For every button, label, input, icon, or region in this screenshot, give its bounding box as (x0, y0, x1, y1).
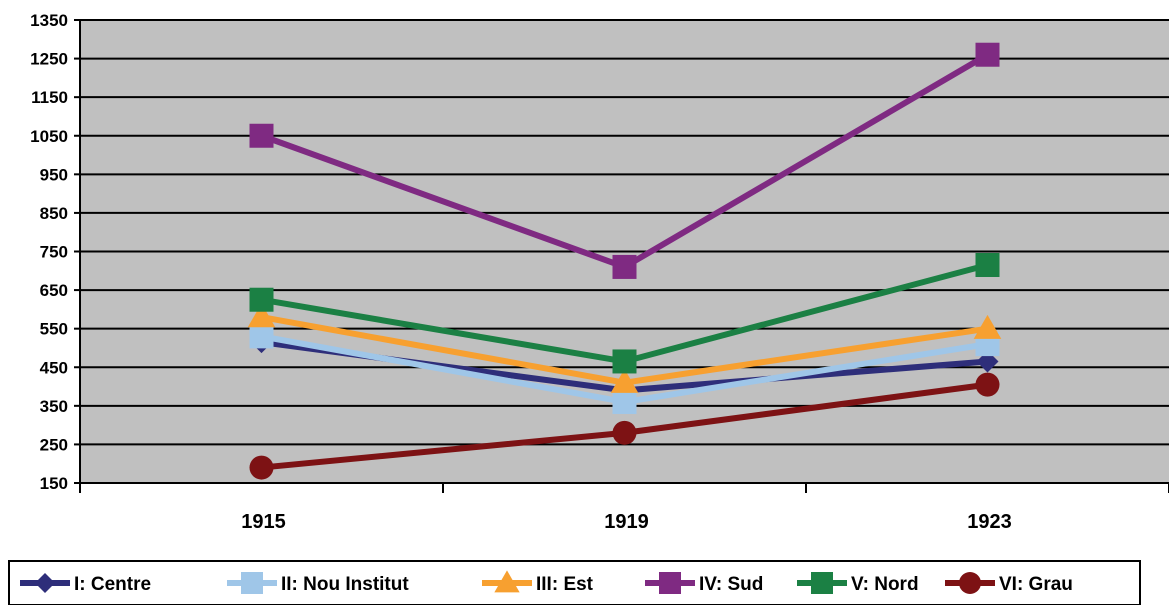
data-point (249, 123, 274, 148)
x-tick-label: 1923 (967, 511, 1012, 533)
y-tick-label: 750 (40, 243, 68, 262)
x-tick-label: 1915 (241, 511, 286, 533)
series-6 (249, 372, 1000, 480)
y-tick-label: 150 (40, 474, 68, 493)
y-tick-label: 1250 (30, 50, 68, 69)
legend-marker (494, 570, 520, 593)
data-point (973, 314, 1002, 339)
y-tick-label: 550 (40, 320, 68, 339)
legend-label: I: Centre (74, 574, 151, 595)
y-tick-label: 350 (40, 397, 68, 416)
data-point (610, 368, 639, 393)
data-point (249, 287, 274, 312)
y-tick-label: 950 (40, 165, 68, 184)
data-point (612, 254, 637, 279)
legend-entry: II: Nou Institut (227, 572, 409, 595)
data-point (975, 253, 1000, 278)
data-point (612, 389, 637, 414)
legend-marker (959, 572, 981, 594)
y-tick-label: 1050 (30, 127, 68, 146)
legend-entry: III: Est (482, 570, 594, 595)
y-tick-label: 850 (40, 204, 68, 223)
legend-entry: I: Centre (20, 573, 151, 595)
series-4 (249, 42, 1000, 279)
data-point (975, 42, 1000, 67)
data-point (249, 324, 274, 349)
legend-marker (811, 572, 833, 594)
legend-label: VI: Grau (999, 574, 1073, 595)
series-layer (247, 42, 1002, 480)
y-tick-label: 650 (40, 281, 68, 300)
data-point (247, 303, 276, 328)
legend-label: IV: Sud (699, 574, 763, 595)
legend-entry: IV: Sud (645, 572, 763, 595)
data-point (975, 372, 1000, 397)
legend-label: II: Nou Institut (281, 574, 409, 595)
legend-marker (35, 573, 55, 593)
y-tick-label: 1350 (30, 11, 68, 30)
y-tick-label: 1150 (31, 88, 68, 107)
legend-label: III: Est (536, 574, 594, 595)
y-tick-label: 250 (40, 435, 68, 454)
series-2 (249, 324, 1000, 414)
data-point (612, 420, 637, 445)
legend-label: V: Nord (851, 574, 919, 595)
x-tick-label: 1919 (604, 511, 649, 533)
legend-marker (659, 572, 681, 594)
legend-marker (241, 572, 263, 594)
data-point (249, 455, 274, 480)
series-5 (249, 253, 1000, 374)
data-point (612, 349, 637, 374)
legend-entry: VI: Grau (945, 572, 1073, 595)
series-3 (247, 303, 1002, 393)
legend: I: Centre II: Nou Institut III: Est IV: Sud… (8, 560, 1141, 606)
axes: 150 250 350 450 550 650 750 850 950 1050 1150 1250 1… (30, 11, 1169, 533)
y-tick-label: 450 (40, 358, 68, 377)
legend-entry: V: Nord (797, 572, 919, 595)
